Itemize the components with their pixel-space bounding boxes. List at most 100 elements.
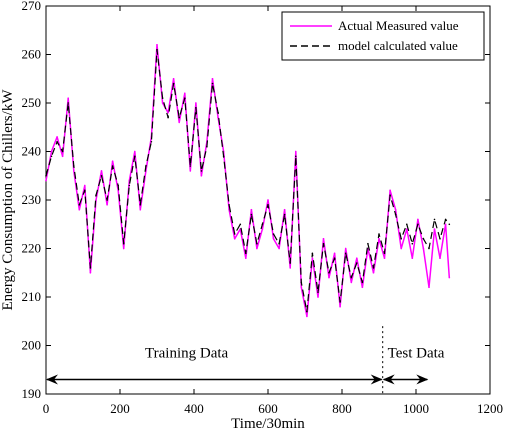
x-axis-title: Time/30min bbox=[231, 416, 305, 432]
data-point-model bbox=[444, 218, 447, 221]
data-point-model bbox=[311, 252, 314, 255]
data-point-model bbox=[245, 252, 247, 255]
data-point-actual bbox=[184, 92, 186, 95]
data-point-model bbox=[78, 204, 81, 206]
data-point-model bbox=[350, 276, 353, 279]
legend-label-model: model calculated value bbox=[338, 38, 458, 53]
data-point-actual bbox=[350, 281, 353, 284]
data-point-actual bbox=[89, 272, 92, 274]
data-point-model bbox=[361, 281, 364, 284]
data-point-model bbox=[84, 189, 86, 192]
data-point-actual bbox=[250, 208, 253, 211]
data-point-actual bbox=[389, 189, 391, 192]
data-point-actual bbox=[433, 228, 436, 230]
data-point-model bbox=[256, 242, 258, 245]
data-point-actual bbox=[67, 97, 69, 99]
data-point-model bbox=[95, 194, 97, 196]
legend-label-actual: Actual Measured value bbox=[338, 18, 459, 33]
data-point-model bbox=[161, 97, 164, 99]
data-point-model bbox=[128, 184, 131, 187]
data-point-actual bbox=[311, 257, 314, 260]
data-point-model bbox=[317, 291, 319, 293]
data-point-model bbox=[428, 247, 430, 250]
data-point-actual bbox=[356, 257, 358, 260]
data-point-actual bbox=[233, 238, 236, 240]
data-point-actual bbox=[300, 286, 303, 289]
data-point-model bbox=[278, 242, 280, 245]
data-point-actual bbox=[417, 218, 419, 221]
data-point-actual bbox=[333, 252, 336, 255]
data-point-actual bbox=[189, 170, 192, 172]
data-point-model bbox=[383, 252, 386, 255]
data-point-model bbox=[394, 213, 397, 216]
legend: Actual Measured value model calculated v… bbox=[281, 11, 485, 61]
data-point-model bbox=[228, 204, 230, 206]
data-point-model bbox=[344, 252, 347, 255]
data-point-model bbox=[239, 223, 242, 226]
data-point-model bbox=[156, 48, 158, 51]
data-point-actual bbox=[172, 78, 175, 80]
data-point-actual bbox=[95, 199, 97, 201]
data-point-model bbox=[56, 141, 58, 143]
data-point-actual bbox=[106, 204, 108, 206]
data-point-model bbox=[111, 165, 114, 167]
data-point-actual bbox=[134, 150, 136, 153]
data-point-model bbox=[261, 223, 264, 226]
data-point-actual bbox=[267, 199, 269, 201]
data-point-model bbox=[150, 141, 153, 143]
y-tick-label: 260 bbox=[22, 47, 42, 62]
data-point-model bbox=[61, 150, 64, 153]
x-axis: 0 200 400 600 800 1000 1200 bbox=[43, 6, 503, 416]
x-tick-label: 600 bbox=[258, 401, 278, 416]
data-point-actual bbox=[217, 116, 219, 119]
y-tick-label: 210 bbox=[22, 289, 42, 304]
data-point-model bbox=[367, 242, 369, 245]
data-point-actual bbox=[411, 257, 414, 260]
data-point-model bbox=[211, 82, 214, 85]
data-point-actual bbox=[289, 267, 292, 269]
data-point-model bbox=[117, 184, 119, 187]
data-point-model bbox=[389, 194, 391, 196]
data-point-model bbox=[100, 175, 103, 177]
data-point-model bbox=[306, 310, 308, 313]
data-point-model bbox=[73, 165, 75, 167]
x-tick-label: 1000 bbox=[403, 401, 429, 416]
data-point-model bbox=[134, 155, 136, 158]
data-point-model bbox=[267, 204, 269, 206]
data-point-model bbox=[167, 116, 169, 119]
y-tick-label: 250 bbox=[22, 95, 42, 110]
data-point-actual bbox=[211, 78, 214, 80]
data-point-model bbox=[89, 267, 92, 269]
data-point-actual bbox=[73, 170, 75, 172]
x-tick-label: 1200 bbox=[477, 401, 503, 416]
data-point-actual bbox=[195, 102, 197, 104]
data-point-model bbox=[289, 262, 292, 264]
series-line-model bbox=[45, 49, 450, 313]
data-point-actual bbox=[261, 228, 264, 230]
data-point-model bbox=[300, 281, 303, 284]
data-point-model bbox=[333, 257, 336, 260]
data-point-model bbox=[272, 233, 275, 235]
data-point-actual bbox=[50, 150, 53, 153]
data-point-actual bbox=[111, 160, 114, 162]
annotation-label-test: Test Data bbox=[388, 346, 445, 362]
data-point-actual bbox=[339, 305, 341, 308]
data-point-model bbox=[45, 175, 47, 177]
annotation-label-training: Training Data bbox=[145, 346, 229, 362]
data-point-actual bbox=[406, 228, 408, 230]
x-tick-label: 200 bbox=[110, 401, 130, 416]
data-point-model bbox=[422, 238, 425, 240]
annotation-layer: Training Data Test Data bbox=[46, 326, 445, 394]
data-point-model bbox=[106, 199, 108, 201]
data-point-model bbox=[417, 223, 419, 226]
data-point-model bbox=[222, 155, 225, 158]
data-point-model bbox=[189, 165, 192, 167]
data-point-actual bbox=[200, 175, 203, 177]
y-tick-label: 240 bbox=[22, 144, 42, 159]
data-point-actual bbox=[167, 111, 169, 114]
data-point-actual bbox=[344, 247, 347, 250]
data-point-actual bbox=[278, 247, 280, 250]
data-point-actual bbox=[122, 247, 125, 250]
data-point-actual bbox=[100, 170, 103, 172]
data-point-model bbox=[339, 301, 341, 303]
